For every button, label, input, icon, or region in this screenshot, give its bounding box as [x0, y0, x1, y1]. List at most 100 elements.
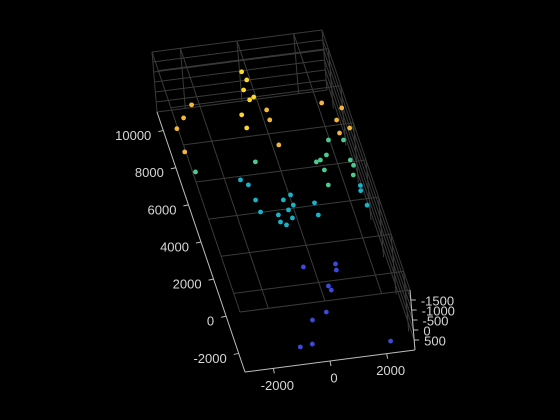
point [189, 102, 194, 108]
grid-line [152, 39, 323, 63]
point [239, 112, 245, 118]
point [328, 287, 334, 293]
z-tick-label: 0 [423, 323, 430, 338]
point [326, 283, 331, 289]
point [347, 157, 353, 163]
y-tick-label: 8000 [135, 165, 164, 180]
x-tick-label: 2000 [376, 363, 405, 378]
grid-line [155, 69, 326, 93]
point [244, 77, 250, 83]
point [319, 100, 325, 106]
y-tick-label: 10000 [115, 128, 151, 143]
point [264, 107, 270, 113]
grid-line [183, 122, 354, 146]
point [238, 177, 243, 183]
point [310, 317, 315, 323]
x-tick [329, 360, 332, 367]
grid-line [156, 79, 327, 103]
z-tick-label: -1500 [421, 293, 454, 308]
point [333, 267, 339, 273]
point [193, 169, 198, 175]
x-tick [386, 353, 389, 359]
point [267, 117, 273, 123]
point [290, 215, 295, 221]
point [312, 200, 317, 206]
y-tick [170, 167, 176, 170]
grid-line [322, 39, 412, 301]
grid-line [195, 159, 367, 183]
point [280, 197, 286, 203]
point [323, 309, 329, 315]
point [357, 183, 363, 188]
point [350, 172, 356, 178]
point [339, 105, 345, 111]
x-tick-label: 0 [330, 370, 337, 385]
x-tick [272, 368, 275, 374]
point [244, 125, 250, 131]
point [325, 182, 331, 188]
y-tick [208, 278, 214, 281]
grid-line [324, 59, 413, 321]
point [288, 192, 293, 198]
grid-line [325, 79, 415, 341]
point [358, 188, 364, 194]
point [297, 344, 303, 350]
y-tick [233, 352, 239, 355]
y-tick-label: 6000 [148, 202, 177, 217]
point [300, 264, 306, 270]
point [252, 159, 258, 165]
y-tick-label: 2000 [173, 277, 202, 292]
grid-line [208, 196, 379, 220]
y-tick [195, 241, 202, 244]
point [351, 162, 356, 168]
point [276, 142, 282, 148]
point [337, 130, 342, 136]
point [241, 87, 247, 93]
point [181, 115, 186, 121]
point [321, 167, 327, 173]
point [333, 261, 338, 267]
grid-line [153, 49, 324, 73]
point [364, 202, 370, 208]
point [251, 94, 257, 100]
point [334, 117, 340, 123]
point [239, 69, 245, 75]
point [290, 202, 296, 208]
y-tick-label: -2000 [193, 351, 226, 366]
point [313, 159, 319, 165]
point [247, 97, 253, 103]
grid-line [233, 270, 404, 294]
grid-line [323, 49, 413, 311]
y-tick-label: 0 [207, 314, 214, 329]
point [253, 197, 258, 203]
point [315, 212, 321, 218]
point [182, 149, 188, 155]
point [275, 212, 281, 218]
point [324, 152, 329, 158]
point [326, 137, 331, 143]
y-tick [183, 204, 189, 207]
grid-line [324, 69, 414, 331]
grid-line [221, 233, 392, 257]
z-tick-label: 500 [424, 333, 446, 348]
point [286, 207, 291, 213]
point [174, 126, 180, 132]
point [278, 219, 283, 225]
grid-line [158, 48, 329, 72]
point [341, 137, 346, 143]
point [258, 209, 263, 215]
point [388, 338, 393, 344]
point [245, 182, 251, 188]
point [347, 125, 353, 131]
y-tick [158, 130, 164, 133]
point [309, 341, 315, 347]
point [318, 157, 323, 163]
y-tick [221, 315, 227, 318]
z-tick-label: -500 [423, 313, 449, 328]
y-tick-label: 4000 [160, 239, 189, 254]
z-tick-label: -1000 [422, 303, 455, 318]
point [284, 222, 289, 228]
x-tick-label: -2000 [261, 378, 294, 393]
